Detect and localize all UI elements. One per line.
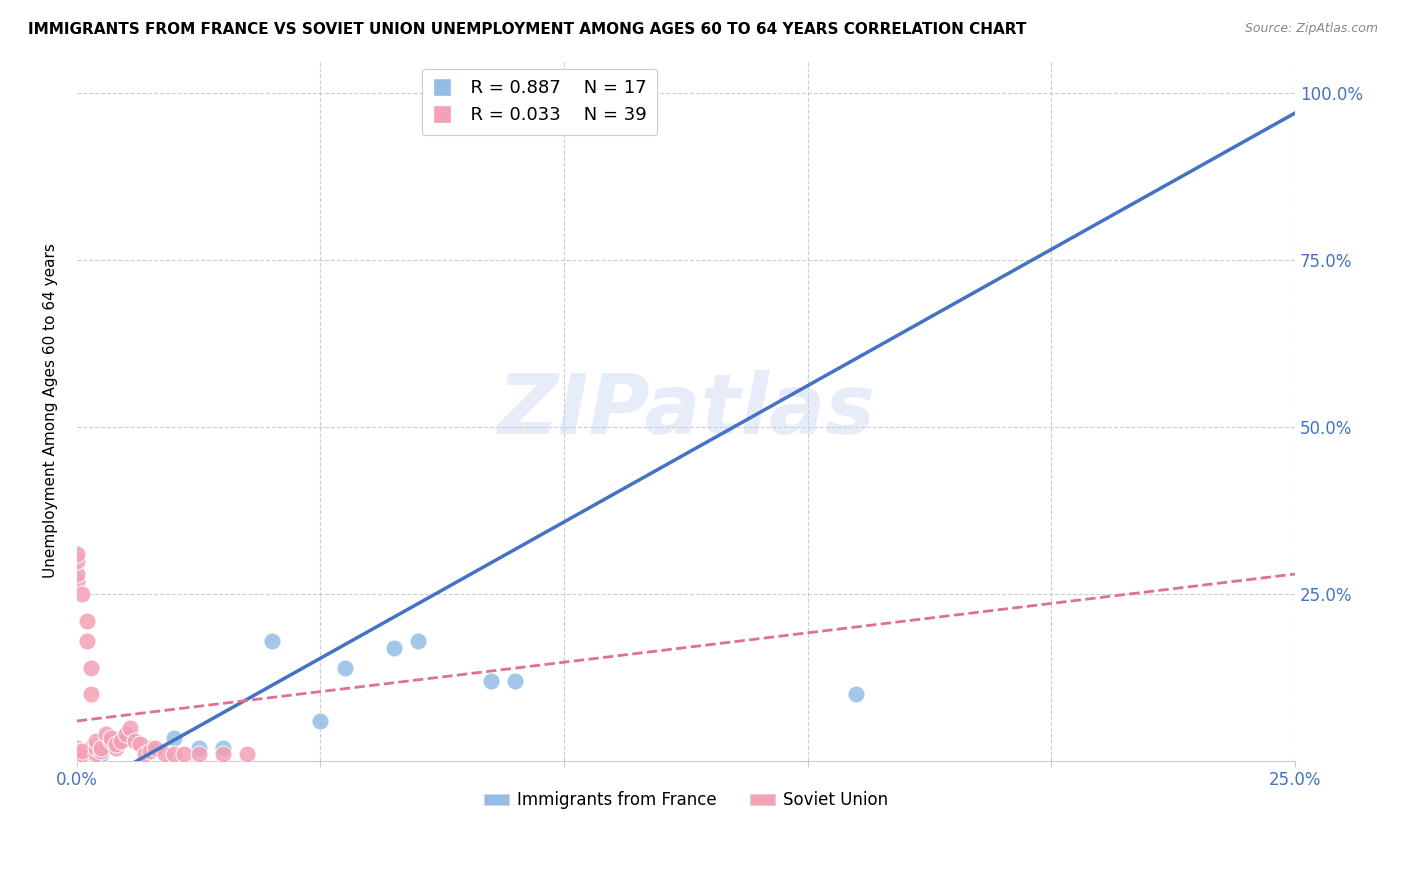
Point — [86, 747, 108, 762]
Point — [70, 747, 93, 762]
Point — [70, 587, 93, 601]
Point — [94, 727, 117, 741]
Point — [129, 738, 152, 752]
Point — [114, 727, 136, 741]
Point — [382, 640, 405, 655]
Point — [163, 731, 186, 745]
Point — [90, 747, 112, 762]
Point — [66, 747, 89, 762]
Point — [100, 734, 122, 748]
Point — [66, 547, 89, 561]
Point — [134, 747, 156, 762]
Legend: Immigrants from France, Soviet Union: Immigrants from France, Soviet Union — [477, 785, 896, 816]
Text: Source: ZipAtlas.com: Source: ZipAtlas.com — [1244, 22, 1378, 36]
Point — [173, 747, 195, 762]
Point — [66, 567, 89, 582]
Point — [114, 727, 136, 741]
Point — [80, 740, 103, 755]
Point — [845, 687, 868, 701]
Point — [66, 744, 89, 758]
Point — [66, 740, 89, 755]
Y-axis label: Unemployment Among Ages 60 to 64 years: Unemployment Among Ages 60 to 64 years — [44, 243, 58, 578]
Point — [505, 673, 527, 688]
Point — [143, 740, 166, 755]
Point — [479, 673, 502, 688]
Point — [90, 740, 112, 755]
Point — [104, 738, 127, 752]
Text: ZIPatlas: ZIPatlas — [496, 370, 875, 450]
Point — [120, 721, 142, 735]
Point — [80, 660, 103, 674]
Text: IMMIGRANTS FROM FRANCE VS SOVIET UNION UNEMPLOYMENT AMONG AGES 60 TO 64 YEARS CO: IMMIGRANTS FROM FRANCE VS SOVIET UNION U… — [28, 22, 1026, 37]
Point — [212, 740, 235, 755]
Point — [309, 714, 332, 728]
Point — [333, 660, 356, 674]
Point — [139, 740, 162, 755]
Point — [260, 633, 283, 648]
Point — [76, 633, 98, 648]
Point — [139, 744, 162, 758]
Point — [236, 747, 259, 762]
Point — [66, 747, 89, 762]
Point — [187, 740, 209, 755]
Point — [406, 633, 429, 648]
Point — [66, 574, 89, 588]
Point — [100, 731, 122, 745]
Point — [187, 747, 209, 762]
Point — [212, 747, 235, 762]
Point — [70, 744, 93, 758]
Point — [76, 614, 98, 628]
Point — [124, 734, 146, 748]
Point — [104, 740, 127, 755]
Point — [86, 734, 108, 748]
Point — [153, 747, 176, 762]
Point — [163, 747, 186, 762]
Point — [110, 734, 132, 748]
Point — [90, 744, 112, 758]
Point — [100, 734, 122, 748]
Point — [80, 687, 103, 701]
Point — [86, 740, 108, 755]
Point — [66, 554, 89, 568]
